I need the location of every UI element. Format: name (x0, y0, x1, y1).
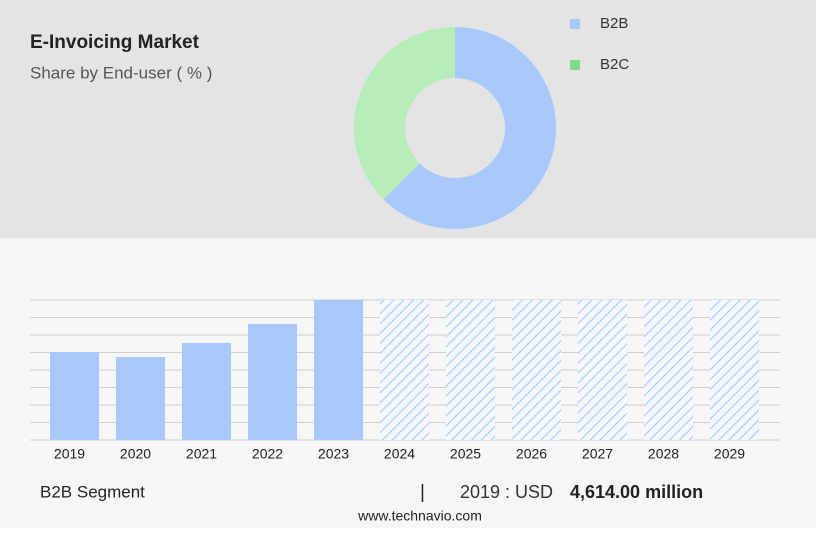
donut-slice (383, 27, 556, 229)
footer-separator: | (420, 482, 425, 503)
footer-segment: B2B Segment (40, 482, 145, 501)
footer-year: 2019 : USD (460, 482, 553, 502)
x-tick-label: 2025 (450, 446, 481, 462)
x-tick-label: 2024 (384, 446, 415, 462)
legend-marker (570, 19, 580, 29)
legend-label: B2B (600, 15, 628, 32)
legend-label: B2C (600, 56, 629, 73)
x-tick-label: 2021 (186, 446, 217, 462)
forecast-placeholder (446, 300, 495, 440)
x-tick-label: 2023 (318, 446, 349, 462)
chart-title: E-Invoicing Market (30, 32, 200, 53)
donut-slice (353, 27, 455, 200)
bar (50, 351, 99, 440)
x-tick-label: 2020 (120, 446, 151, 462)
x-tick-label: 2022 (252, 446, 283, 462)
x-tick-label: 2026 (516, 446, 547, 462)
forecast-placeholder (512, 300, 561, 440)
x-tick-label: 2019 (54, 446, 85, 462)
forecast-placeholder (380, 300, 429, 440)
legend-marker (570, 60, 580, 70)
x-tick-label: 2027 (582, 446, 613, 462)
forecast-placeholder (578, 300, 627, 440)
bar (116, 357, 165, 440)
bar (314, 300, 363, 440)
forecast-placeholder (644, 300, 693, 440)
bar (248, 324, 297, 440)
chart-subtitle: Share by End-user ( % ) (30, 63, 212, 82)
x-tick-label: 2028 (648, 446, 679, 462)
x-tick-label: 2029 (714, 446, 745, 462)
forecast-placeholder (710, 300, 759, 440)
footer-value: 4,614.00 million (570, 482, 703, 502)
source: www.technavio.com (357, 508, 482, 524)
bar (182, 342, 231, 440)
